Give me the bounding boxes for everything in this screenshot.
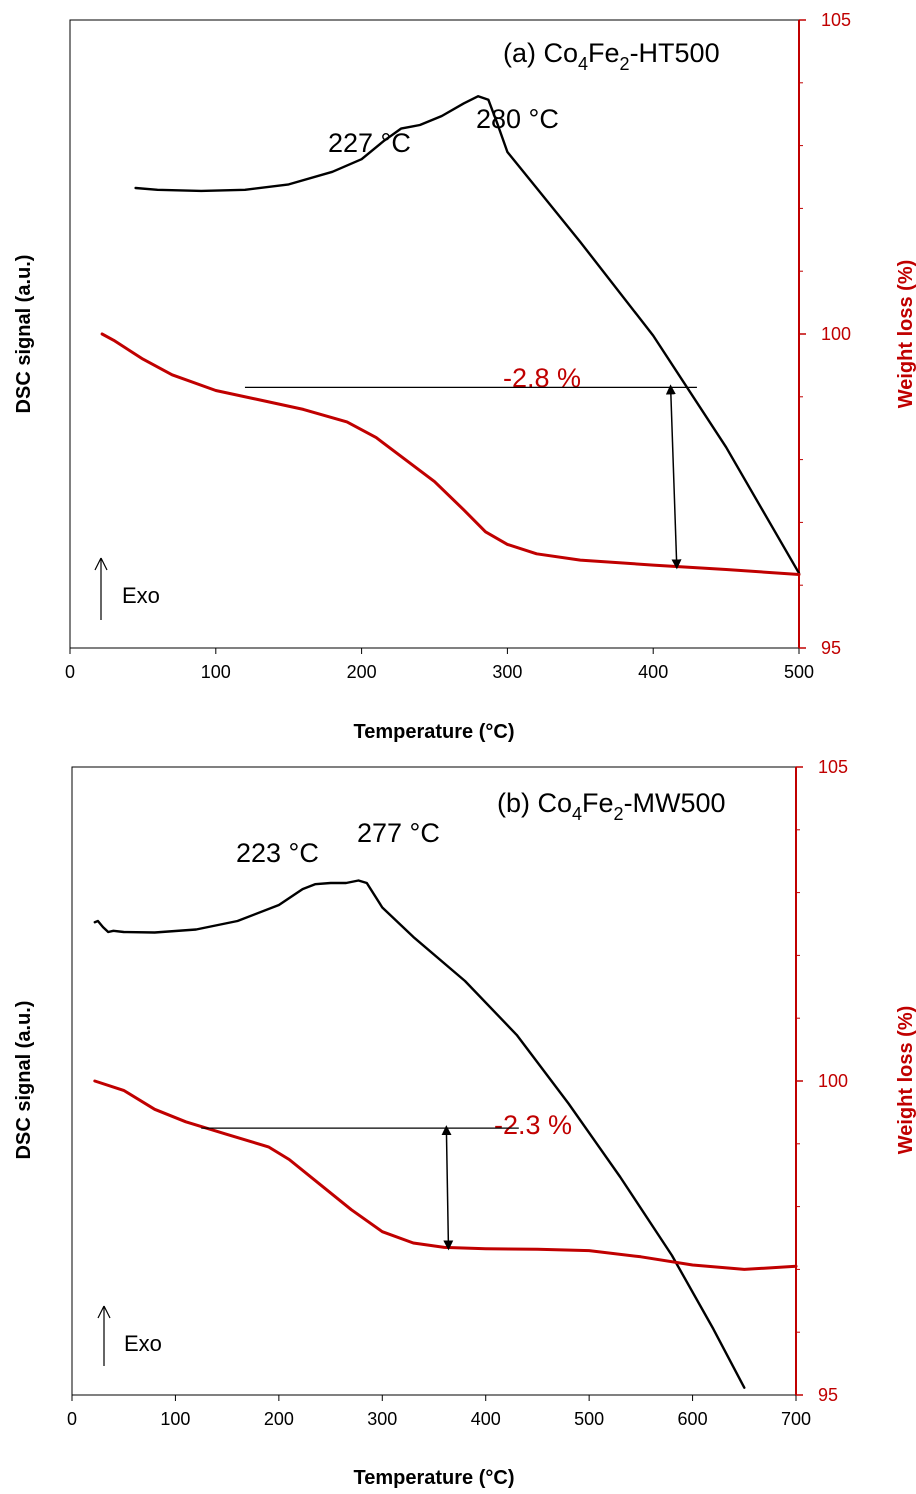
y2-tick-label: 105 xyxy=(821,10,851,30)
plot-frame-a xyxy=(69,19,800,649)
weight-loss-arrow xyxy=(441,1125,454,1251)
x-tick-label: 500 xyxy=(784,662,814,682)
exo-indicator-b: Exo xyxy=(97,1305,162,1366)
y2-ticks-b: 95 100 105 xyxy=(796,757,848,1405)
x-tick-label: 0 xyxy=(67,1409,77,1429)
y-axis-title-right-b: Weight loss (%) xyxy=(895,1006,916,1155)
panel-b: (b) Co4Fe2-MW500 223 °C 277 °C -2.3 % Ex… xyxy=(13,757,916,1489)
weight-loss-arrow xyxy=(665,384,682,570)
exo-label-a: Exo xyxy=(122,583,160,608)
series-a xyxy=(100,95,801,576)
x-tick-label: 100 xyxy=(201,662,231,682)
weight-loss-label-b: -2.3 % xyxy=(494,1110,572,1140)
x-tick-label: 200 xyxy=(347,662,377,682)
y2-tick-label: 95 xyxy=(818,1385,838,1405)
y2-tick-label: 95 xyxy=(821,638,841,658)
y2-tick-label: 105 xyxy=(818,757,848,777)
title-b: (b) Co4Fe2-MW500 xyxy=(497,788,726,824)
exo-indicator-a: Exo xyxy=(94,557,160,620)
peak-label-b-1: 223 °C xyxy=(236,838,319,868)
y2-tick-label: 100 xyxy=(818,1071,848,1091)
svg-text:(b) Co4Fe2-MW500: (b) Co4Fe2-MW500 xyxy=(497,788,726,824)
weight-loss-bracket-b xyxy=(201,1125,519,1251)
y-axis-title-left-b: DSC signal (a.u.) xyxy=(13,1001,35,1160)
x-tick-label: 400 xyxy=(638,662,668,682)
plot-frame-b xyxy=(71,766,797,1396)
x-tick-label: 300 xyxy=(367,1409,397,1429)
exo-label-b: Exo xyxy=(124,1331,162,1356)
x-tick-label: 500 xyxy=(574,1409,604,1429)
y2-tick-label: 100 xyxy=(821,324,851,344)
dsc-curve xyxy=(134,95,801,575)
y-axis-title-left-a: DSC signal (a.u.) xyxy=(13,255,35,414)
y2-ticks-a: 95 100 105 xyxy=(799,10,851,658)
x-axis-title-b: Temperature (°C) xyxy=(354,1467,515,1489)
dsc-curve xyxy=(93,879,746,1389)
x-ticks-b: 0 100 200 300 400 500 600 700 xyxy=(67,1395,811,1429)
svg-text:(a) Co4Fe2-HT500: (a) Co4Fe2-HT500 xyxy=(503,38,720,74)
y-axis-title-right-a: Weight loss (%) xyxy=(895,260,916,409)
x-tick-label: 0 xyxy=(65,662,75,682)
series-b xyxy=(93,879,798,1389)
x-tick-label: 100 xyxy=(160,1409,190,1429)
x-axis-title-a: Temperature (°C) xyxy=(354,721,515,743)
x-tick-label: 200 xyxy=(264,1409,294,1429)
x-tick-label: 300 xyxy=(492,662,522,682)
x-ticks-a: 0 100 200 300 400 500 xyxy=(65,648,814,682)
panel-a: (a) Co4Fe2-HT500 227 °C 280 °C -2.8 % Ex… xyxy=(13,10,916,743)
weight-loss-curve xyxy=(100,332,801,576)
x-tick-label: 700 xyxy=(781,1409,811,1429)
weight-loss-curve xyxy=(93,1079,798,1271)
weight-loss-bracket-a xyxy=(244,384,697,570)
peak-label-b-2: 277 °C xyxy=(357,818,440,848)
title-a: (a) Co4Fe2-HT500 xyxy=(503,38,720,74)
weight-loss-label-a: -2.8 % xyxy=(503,363,581,393)
x-tick-label: 400 xyxy=(471,1409,501,1429)
x-tick-label: 600 xyxy=(678,1409,708,1429)
peak-label-a-2: 280 °C xyxy=(476,104,559,134)
